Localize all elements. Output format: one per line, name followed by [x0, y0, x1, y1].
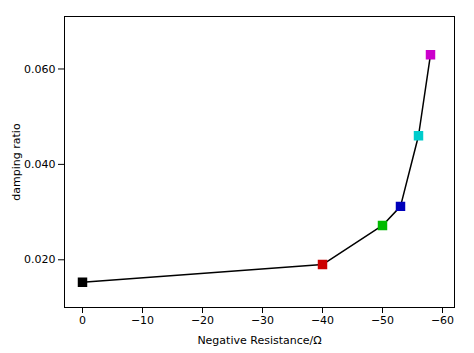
svg-text:−40: −40: [311, 314, 334, 327]
svg-text:0: 0: [79, 314, 86, 327]
svg-text:−20: −20: [191, 314, 214, 327]
svg-text:Negative Resistance/Ω: Negative Resistance/Ω: [197, 334, 321, 347]
svg-text:−10: −10: [131, 314, 154, 327]
svg-text:0.040: 0.040: [24, 158, 56, 171]
svg-text:0.020: 0.020: [24, 253, 56, 266]
svg-text:damping ratio: damping ratio: [10, 123, 23, 201]
svg-text:−50: −50: [371, 314, 394, 327]
svg-text:−60: −60: [431, 314, 454, 327]
svg-text:−30: −30: [251, 314, 274, 327]
svg-text:0.060: 0.060: [24, 62, 56, 75]
